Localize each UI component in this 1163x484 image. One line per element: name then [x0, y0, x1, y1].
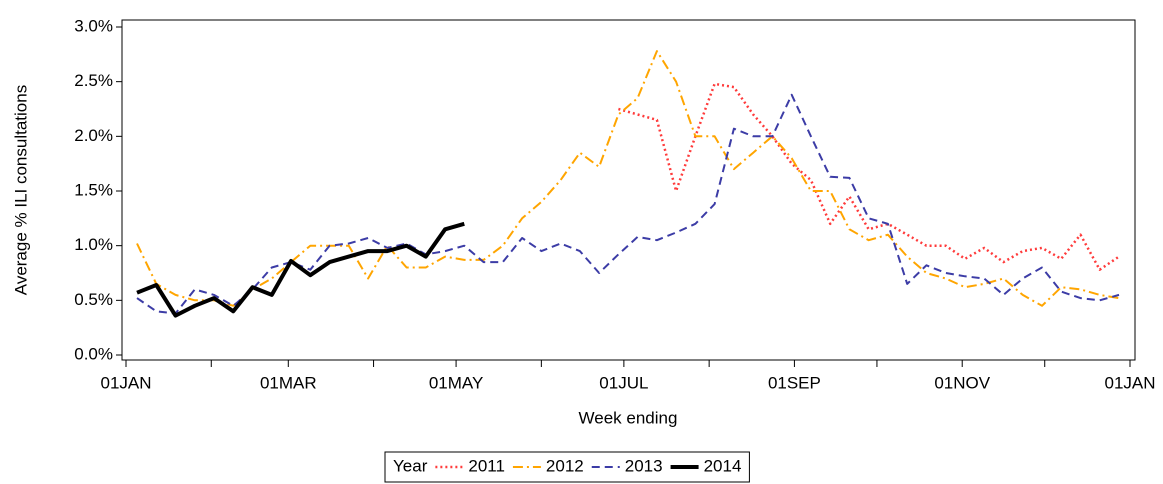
y-tick-label: 1.0%: [74, 235, 113, 254]
x-tick-label: 01MAY: [429, 373, 484, 392]
y-tick-label: 2.0%: [74, 126, 113, 145]
legend-title: Year: [393, 456, 428, 475]
x-tick-label: 01JAN: [1104, 373, 1155, 392]
y-axis-label: Average % ILI consultations: [11, 85, 30, 295]
legend-label: 2013: [625, 456, 663, 475]
x-tick-label: 01NOV: [934, 373, 990, 392]
plot-frame: [121, 19, 1136, 361]
y-tick-label: 1.5%: [74, 180, 113, 199]
x-tick-label: 01SEP: [768, 373, 821, 392]
x-tick-label: 01MAR: [260, 373, 317, 392]
y-tick-label: 2.5%: [74, 71, 113, 90]
x-tick-label: 01JAN: [100, 373, 151, 392]
y-tick-label: 3.0%: [74, 16, 113, 35]
legend-label: 2012: [546, 456, 584, 475]
y-tick-label: 0.5%: [74, 290, 113, 309]
line-series: [136, 50, 1120, 307]
x-axis-label: Week ending: [579, 408, 678, 427]
line-series: [618, 82, 1120, 271]
line-series: [136, 93, 1120, 315]
legend-label: 2011: [468, 456, 505, 475]
line-series: [136, 221, 465, 318]
y-tick-label: 0.0%: [74, 344, 113, 363]
x-tick-label: 01JUL: [599, 373, 648, 392]
legend-label: 2014: [704, 456, 742, 475]
